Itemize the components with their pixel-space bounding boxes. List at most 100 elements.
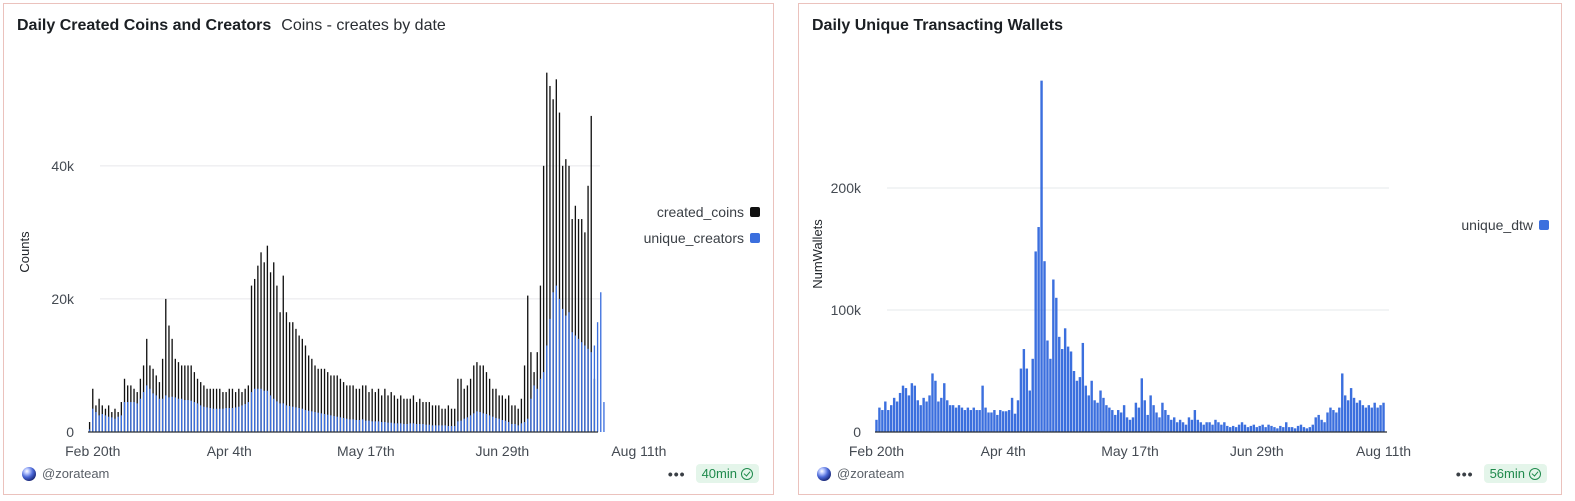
created_coins-bar [581, 219, 583, 432]
unique_creators-bar [184, 400, 186, 432]
created_coins-bar [295, 328, 297, 432]
more-options-icon[interactable]: ••• [1455, 465, 1474, 482]
unique_dtw-bar [1058, 336, 1061, 432]
unique_creators-bar [247, 402, 249, 432]
unique_creators-bar [574, 335, 577, 432]
created_coins-bar [304, 345, 307, 432]
unique_creators-bar [476, 411, 478, 432]
created_coins-bar [504, 398, 507, 432]
y-axis-label: NumWallets [810, 219, 825, 289]
unique_dtw-bar [1234, 427, 1238, 432]
legend-label-created_coins: created_coins [657, 204, 744, 220]
panel-subtitle: Coins - creates by date [281, 17, 446, 34]
unique_creators-bar [393, 423, 396, 432]
unique_dtw-bar [1246, 427, 1250, 432]
unique_dtw-bar [1013, 413, 1017, 432]
unique_creators-bar [587, 348, 589, 432]
created_coins-bar [539, 285, 542, 432]
unique_dtw-bar [1193, 410, 1197, 432]
unique_dtw-bar [1305, 428, 1309, 432]
refresh-badge[interactable]: 56min [1483, 464, 1547, 483]
unique_creators-bar [136, 403, 138, 432]
unique_dtw-bar [1108, 407, 1111, 432]
unique_creators-bar [349, 419, 351, 432]
unique_dtw-bar [1329, 407, 1332, 432]
unique_dtw-bar [1343, 395, 1347, 432]
refresh-time: 40min [701, 466, 737, 481]
unique_creators-bar [495, 418, 497, 432]
created_coins-bar [523, 365, 526, 432]
unique_creators-bar [473, 413, 475, 432]
unique_dtw-bar [925, 401, 928, 432]
unique_dtw-bar [1367, 405, 1370, 432]
unique_creators-bar [311, 411, 313, 432]
unique_dtw-bar [1007, 410, 1011, 432]
unique_creators-bar [488, 415, 491, 432]
refresh-badge[interactable]: 40min [695, 464, 759, 483]
created_coins-bar [390, 392, 392, 432]
unique_creators-bar [88, 429, 91, 432]
unique_dtw-bar [1119, 412, 1123, 432]
unique_creators-bar [542, 372, 545, 432]
created_coins-bar [498, 395, 500, 432]
unique_creators-bar [298, 408, 300, 432]
unique_creators-bar [279, 403, 281, 432]
unique_creators-bar [269, 395, 272, 432]
unique_creators-bar [558, 298, 561, 432]
unique_creators-bar [530, 398, 532, 432]
created_coins-bar [311, 358, 313, 432]
unique_dtw-bar [1128, 419, 1132, 432]
created_coins-bar [374, 392, 376, 432]
unique_dtw-bar [1264, 427, 1267, 432]
unique_creators-bar [555, 285, 557, 432]
unique_creators-bar [346, 418, 348, 432]
unique_dtw-bar [1273, 427, 1276, 432]
unique_dtw-bar [1146, 414, 1149, 432]
unique_creators-bar [581, 342, 583, 432]
unique_creators-bar [479, 412, 481, 432]
unique_creators-bar [374, 421, 376, 432]
unique_dtw-bar [919, 405, 922, 432]
unique_dtw-bar [1217, 422, 1220, 432]
unique_creators-bar [536, 388, 538, 432]
unique_dtw-bar [1187, 417, 1191, 432]
unique_creators-bar [504, 420, 507, 432]
unique_dtw-bar [1131, 417, 1135, 432]
unique_dtw-bar [1379, 405, 1382, 432]
unique_creators-bar [520, 423, 523, 432]
unique_dtw-bar [916, 400, 919, 432]
unique_dtw-bar [1178, 419, 1182, 432]
created_coins-bar [435, 405, 437, 432]
unique_creators-bar [381, 422, 383, 432]
unique_creators-bar [308, 410, 310, 432]
unique_creators-bar [282, 403, 284, 432]
unique_dtw-bar [1338, 407, 1341, 432]
unique_creators-bar [562, 308, 564, 432]
x-tick-label: May 17th [1101, 443, 1159, 459]
author-link[interactable]: @zorateam [22, 466, 109, 481]
unique_dtw-bar [1137, 407, 1141, 432]
created_coins-bar [323, 368, 326, 432]
created_coins-bar [485, 372, 488, 432]
unique_dtw-bar [1031, 358, 1034, 432]
author-link[interactable]: @zorateam [817, 466, 904, 481]
unique_creators-bar [571, 332, 573, 432]
unique_creators-bar [517, 425, 519, 432]
unique_creators-bar [546, 345, 548, 432]
created_coins-bar [368, 392, 370, 432]
unique_dtw-bar [1252, 424, 1256, 432]
unique_dtw-bar [1019, 368, 1023, 432]
unique_creators-bar [514, 424, 516, 432]
unique_creators-bar [133, 402, 135, 432]
unique_creators-bar [114, 418, 116, 432]
created_coins-bar [393, 395, 396, 432]
unique_creators-bar [171, 396, 173, 432]
created_coins-bar [412, 395, 415, 432]
unique_dtw-bar [1152, 405, 1155, 432]
legend-label-unique_creators: unique_creators [644, 230, 744, 246]
unique_dtw-bar [1122, 405, 1126, 432]
more-options-icon[interactable]: ••• [667, 465, 686, 482]
unique_creators-bar [111, 417, 113, 432]
created_coins-bar [269, 272, 272, 432]
unique_dtw-bar [1352, 397, 1356, 432]
